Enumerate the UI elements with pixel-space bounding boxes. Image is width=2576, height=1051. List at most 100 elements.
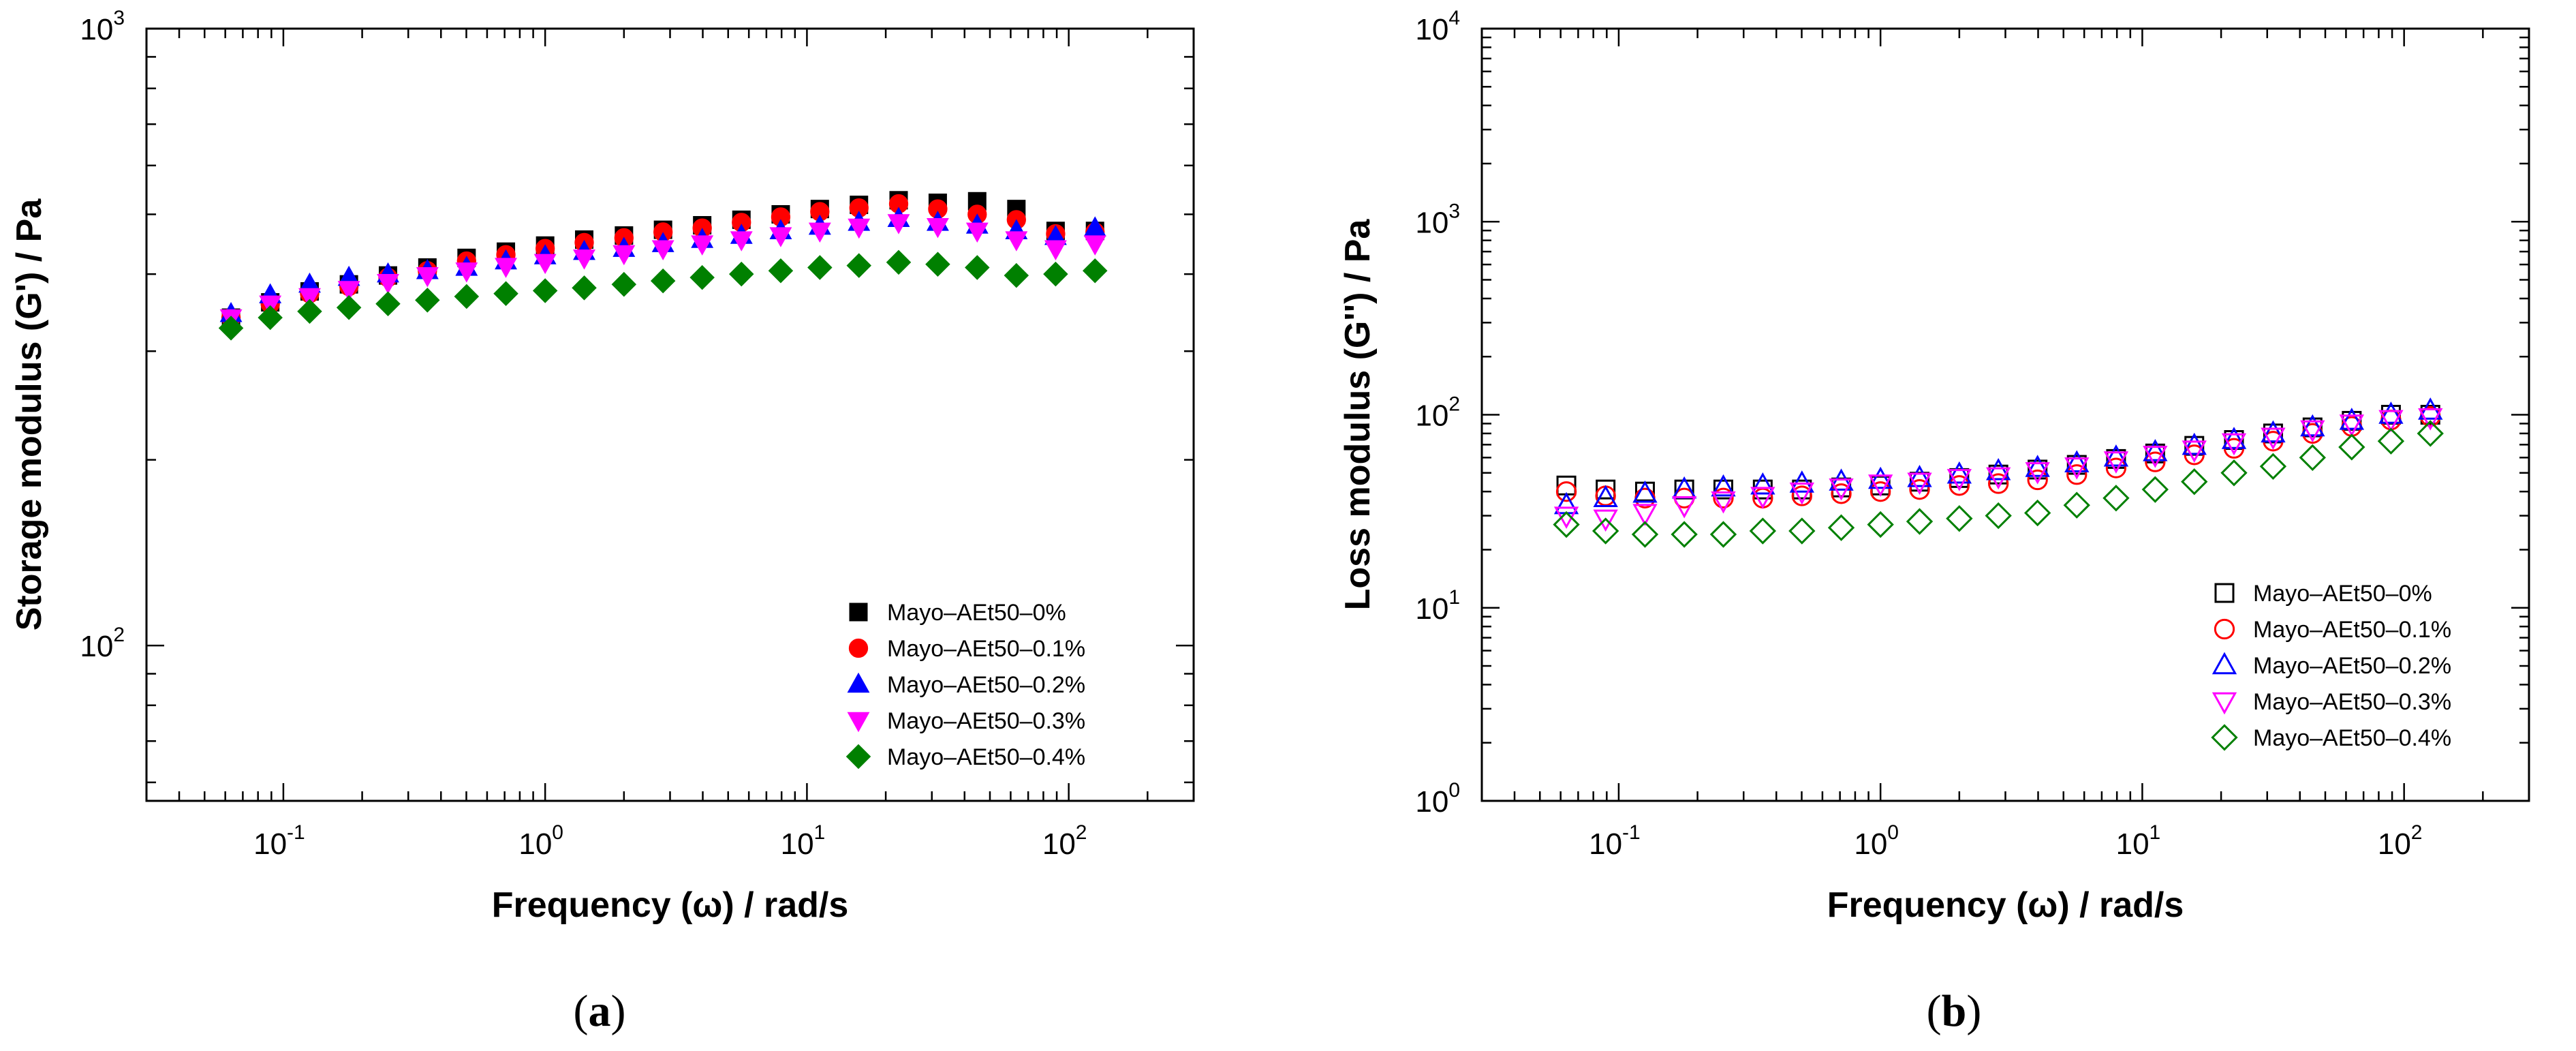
data-point [1711,474,1736,497]
data-point [2300,420,2325,443]
legend-marker [2212,692,2237,715]
data-point [689,264,715,290]
data-point [2025,462,2050,485]
data-point [2259,453,2287,480]
data-point [1946,469,1972,491]
data-points-b [1553,397,2444,548]
data-point [375,291,401,317]
data-point [1870,481,1891,502]
data-point [1044,240,1067,260]
data-point [1868,466,1893,489]
data-point [1083,235,1106,256]
data-point [1788,517,1816,545]
data-point [415,288,440,313]
x-axis-title-a: Frequency (ω) / rad/s [492,885,849,925]
data-point [2066,464,2088,485]
data-point [2299,444,2326,472]
x-tick-label: 100 [518,821,563,861]
series-triangle-down [219,214,1106,330]
data-point [965,222,989,243]
data-point [2027,469,2048,491]
y-tick-labels-b: 100 101 102 103 104 [1415,7,1460,819]
x-tick-label: 102 [1042,821,1087,861]
data-point [2338,433,2365,461]
data-point [2145,451,2166,472]
data-point [533,254,557,275]
data-point [2141,476,2169,503]
data-point [1750,487,1775,509]
data-point [1906,508,1934,535]
data-point [2064,450,2090,473]
y-tick-label: 103 [80,7,125,46]
data-point [1711,491,1736,514]
data-point [807,255,833,280]
data-point [218,316,244,341]
data-point [1631,521,1659,548]
data-points-a [218,191,1108,341]
data-point [2377,427,2405,455]
data-point [416,266,439,288]
series-diamond [218,249,1108,341]
data-point [848,218,871,239]
data-point [2143,446,2168,468]
y-tick-label: 103 [1415,200,1460,239]
legend-marker [845,744,871,770]
x-axis-title-b: Frequency (ω) / rad/s [1827,885,2184,925]
y-axis-title-a: Storage modulus (G') / Pa [10,198,49,631]
data-point [2145,443,2165,463]
legend-label: Mayo–AEt50–0.1% [887,636,1085,662]
chart-b: 10-1 100 101 102 100 101 102 103 104 Mayo–AEt50… [1338,7,2530,1036]
data-point [2261,427,2286,450]
data-point [495,258,517,278]
data-point [1555,481,1577,502]
data-point [1596,479,1616,500]
data-point [1005,231,1028,252]
data-point [1986,458,2011,481]
data-point [1988,473,2009,494]
data-point [2221,427,2247,449]
data-point [1867,511,1894,538]
data-point [1713,487,1734,508]
data-point [336,295,362,320]
data-point [1907,472,1932,496]
data-point [1750,472,1775,495]
data-point [1593,509,1618,532]
data-point [2106,448,2126,469]
data-point [1909,479,1930,500]
legend-label: Mayo–AEt50–0.2% [2253,653,2451,679]
data-point [2339,408,2364,430]
x-tick-label: 101 [781,821,826,861]
data-point [1789,483,1814,505]
data-point [728,261,754,287]
legend-marker [2214,618,2235,640]
data-point [730,231,753,252]
data-point [2028,459,2048,480]
legend-label: Mayo–AEt50–0.3% [887,708,1085,734]
data-point [2182,432,2207,455]
data-point [454,284,480,309]
data-point [1043,261,1068,287]
data-point [2182,440,2207,463]
data-point [2066,455,2087,475]
data-point [532,278,558,303]
data-point [846,253,872,278]
data-point [337,281,360,301]
y-tick-label: 102 [1415,393,1460,433]
panel-label-b: (b) [1927,986,1982,1036]
x-tick-label: 10-1 [1589,821,1641,861]
legend-a: Mayo–AEt50–0% Mayo–AEt50–0.1% Mayo–AEt50–0… [845,600,1085,770]
data-point [2221,433,2247,456]
data-point [2300,414,2325,437]
x-tick-labels-b: 10-1 100 101 102 [1589,821,2422,861]
data-point [572,275,597,301]
legend-label: Mayo–AEt50–0.1% [2253,617,2451,643]
data-point [298,288,321,309]
data-point [1985,502,2012,530]
legend-marker [2214,583,2235,603]
data-point [886,249,912,275]
x-tick-label: 101 [2116,821,2161,861]
data-point [2181,468,2208,496]
data-point [377,273,399,294]
